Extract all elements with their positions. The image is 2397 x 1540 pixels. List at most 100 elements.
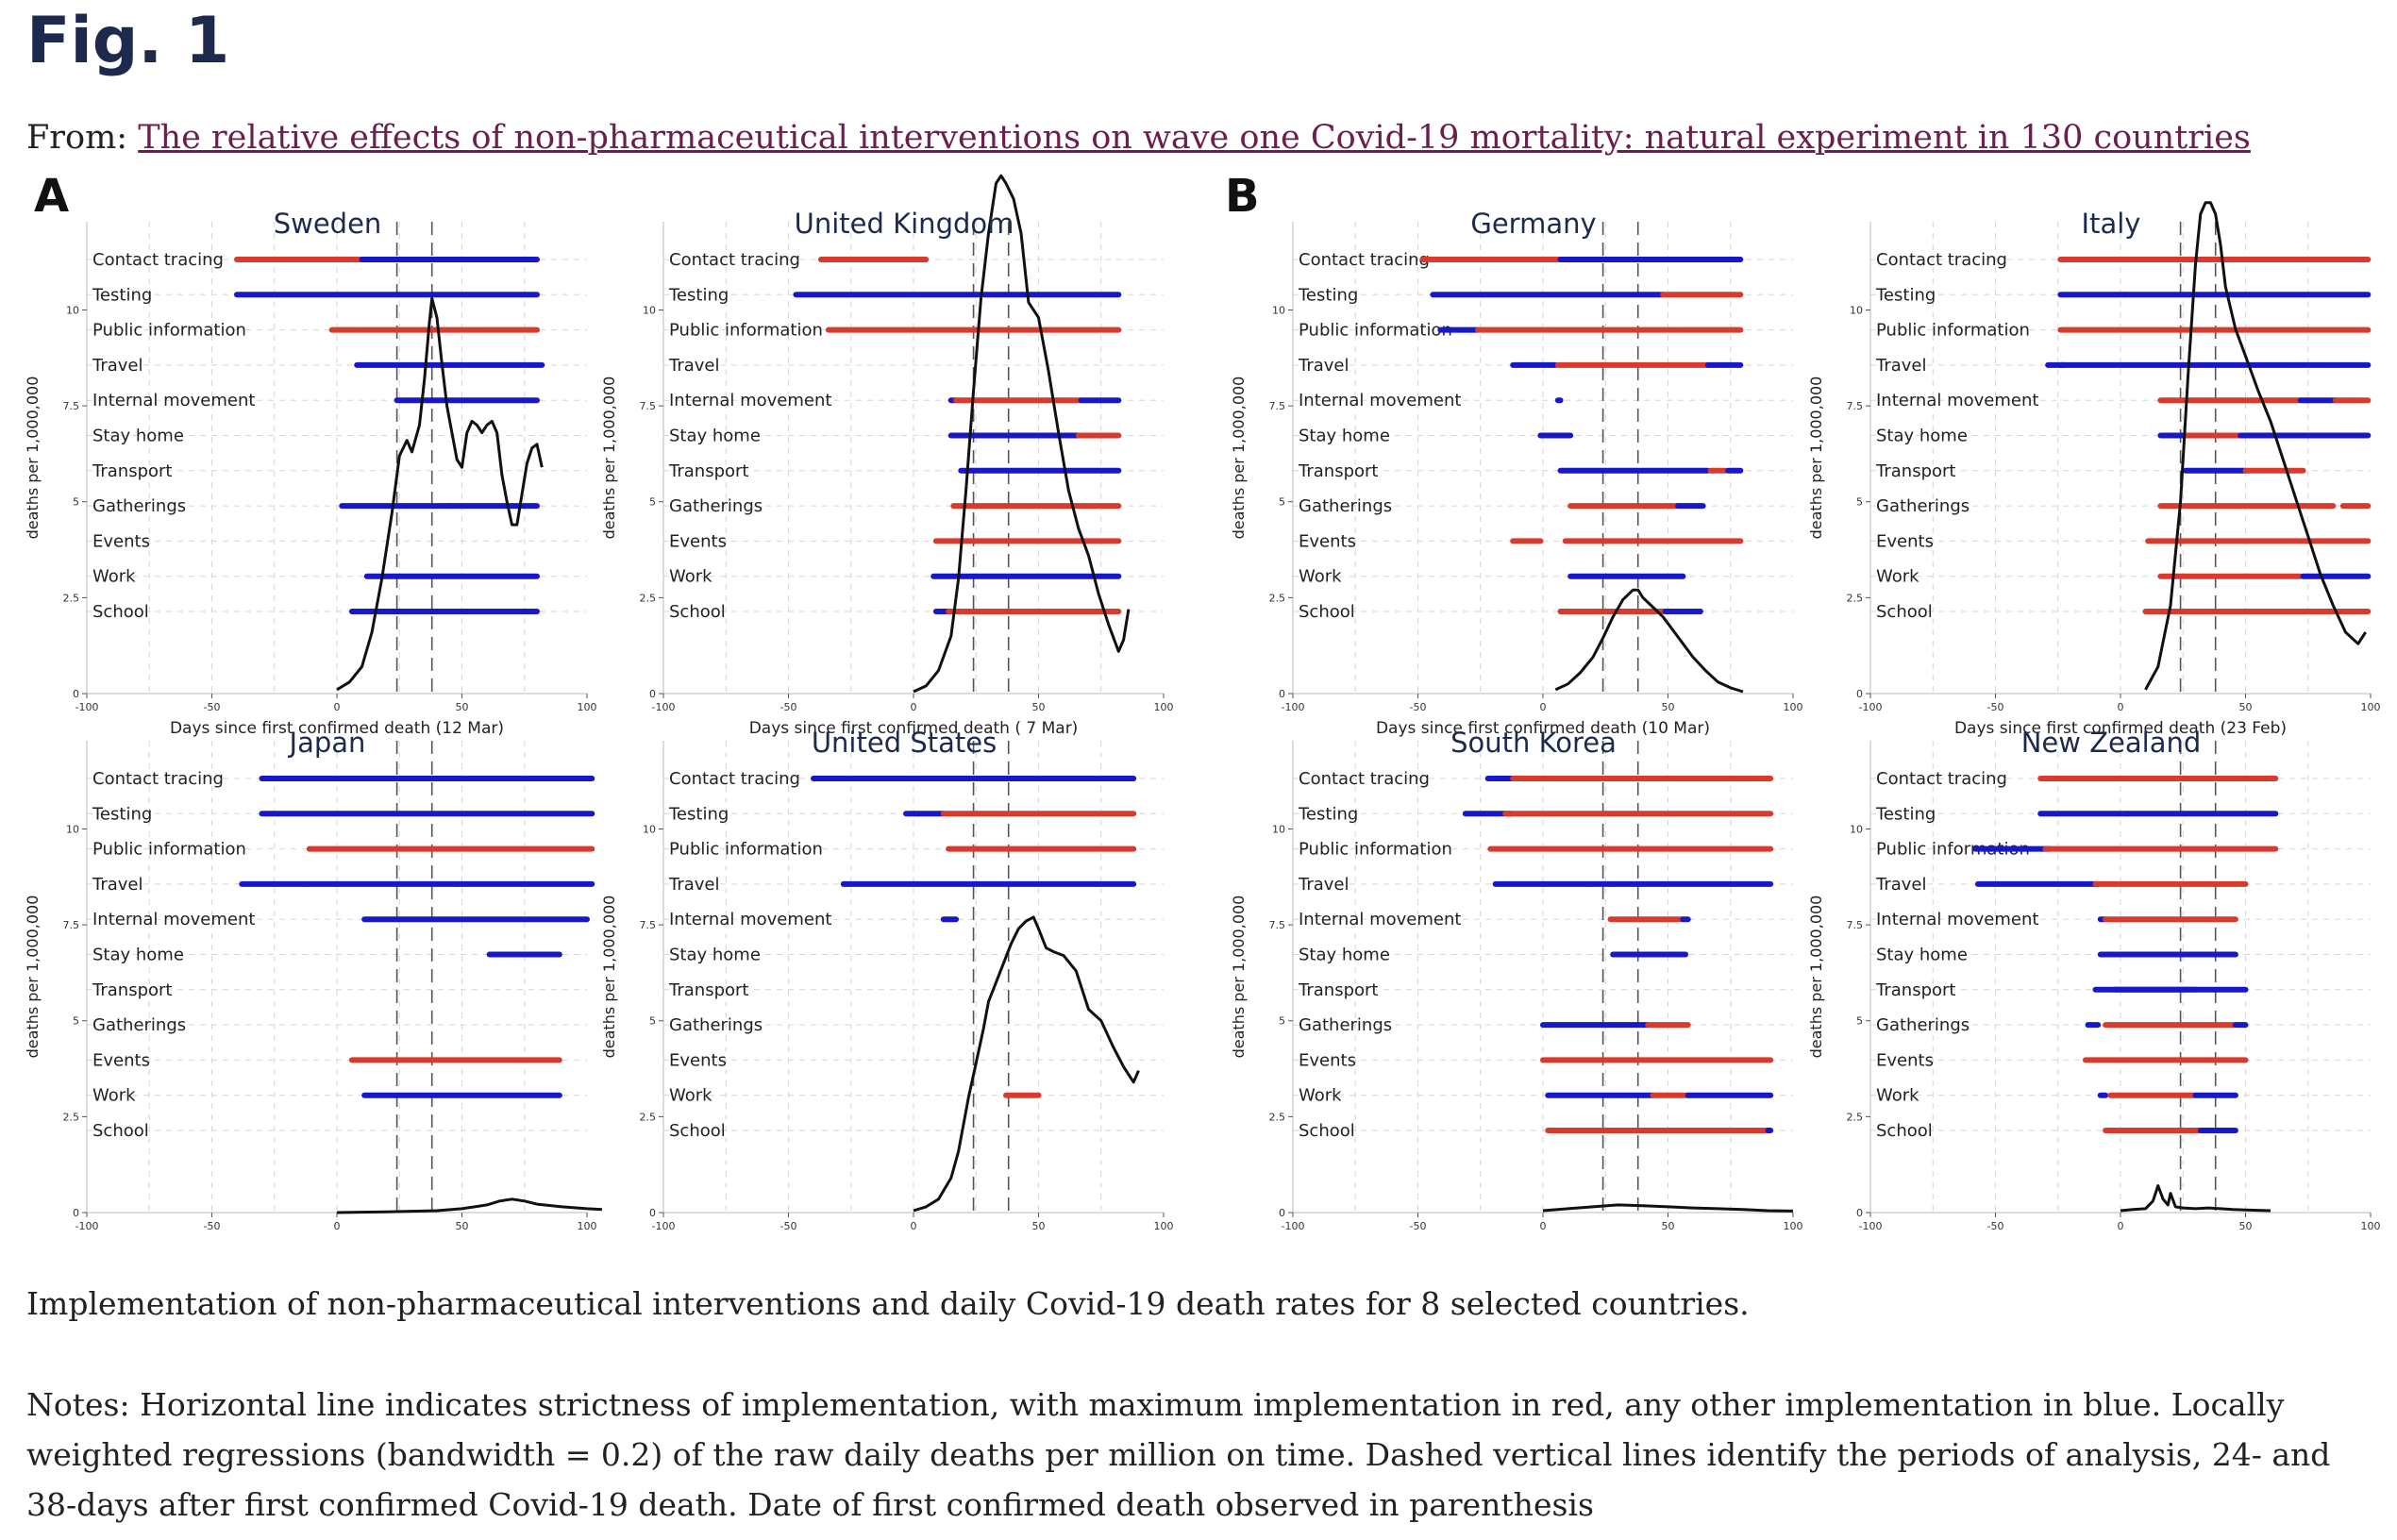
category-label-travel: Travel bbox=[92, 875, 143, 895]
category-label-public-information: Public information bbox=[92, 840, 246, 860]
y-tick-label: 7.5 bbox=[63, 400, 80, 412]
category-label-travel: Travel bbox=[1875, 875, 1927, 895]
category-label-travel: Travel bbox=[1298, 875, 1349, 895]
figure-title: Fig. 1 bbox=[26, 4, 230, 78]
category-label-events: Events bbox=[1876, 1050, 1934, 1070]
x-tick-label: 0 bbox=[334, 1220, 341, 1232]
y-tick-label: 0 bbox=[73, 688, 79, 700]
category-label-internal-movement: Internal movement bbox=[92, 910, 255, 929]
x-tick-label: 0 bbox=[911, 1220, 917, 1232]
y-tick-label: 7.5 bbox=[1847, 919, 1864, 931]
category-label-public-information: Public information bbox=[92, 321, 246, 341]
y-tick-label: 10 bbox=[643, 304, 656, 316]
category-label-transport: Transport bbox=[668, 980, 748, 1000]
category-label-gatherings: Gatherings bbox=[669, 1015, 763, 1035]
y-tick-label: 5 bbox=[1279, 1015, 1285, 1028]
x-tick-label: 100 bbox=[1784, 1220, 1803, 1232]
y-tick-label: 2.5 bbox=[63, 1111, 80, 1123]
category-label-public-information: Public information bbox=[1876, 840, 2030, 860]
category-label-internal-movement: Internal movement bbox=[1876, 391, 2038, 410]
panel-title: Sweden bbox=[274, 208, 382, 240]
y-tick-label: 5 bbox=[649, 496, 656, 509]
category-label-transport: Transport bbox=[1875, 461, 1955, 481]
x-tick-label: 0 bbox=[1540, 701, 1547, 713]
category-label-work: Work bbox=[92, 567, 136, 587]
panel-title: Italy bbox=[2082, 208, 2141, 240]
x-tick-label: -100 bbox=[1282, 701, 1305, 713]
x-tick-label: -50 bbox=[1987, 1220, 2004, 1232]
x-axis-label: Days since first confirmed death (23 Feb… bbox=[1954, 719, 2287, 738]
y-tick-label: 0 bbox=[1279, 688, 1285, 700]
panel-title: South Korea bbox=[1450, 727, 1617, 759]
y-tick-label: 7.5 bbox=[1269, 400, 1286, 412]
y-tick-label: 0 bbox=[649, 688, 656, 700]
y-tick-label: 10 bbox=[66, 304, 79, 316]
figure-notes: Notes: Horizontal line indicates strictn… bbox=[26, 1386, 2331, 1523]
category-label-transport: Transport bbox=[668, 461, 748, 481]
panel-title: New Zealand bbox=[2021, 727, 2202, 759]
x-tick-label: 50 bbox=[1662, 1220, 1675, 1232]
x-tick-label: 100 bbox=[1784, 701, 1803, 713]
x-tick-label: 100 bbox=[1154, 1220, 1174, 1232]
source-article-link[interactable]: The relative effects of non-pharmaceutic… bbox=[138, 119, 2251, 157]
x-tick-label: 100 bbox=[2361, 1220, 2381, 1232]
category-label-internal-movement: Internal movement bbox=[669, 391, 831, 410]
category-label-transport: Transport bbox=[1298, 980, 1378, 1000]
x-tick-label: 100 bbox=[578, 1220, 597, 1232]
y-tick-label: 0 bbox=[649, 1207, 656, 1219]
y-tick-label: 0 bbox=[73, 1207, 79, 1219]
category-label-events: Events bbox=[669, 1050, 727, 1070]
x-tick-label: -50 bbox=[1410, 701, 1427, 713]
x-tick-label: -50 bbox=[1987, 701, 2004, 713]
category-label-transport: Transport bbox=[92, 980, 172, 1000]
category-label-contact-tracing: Contact tracing bbox=[92, 250, 224, 270]
category-label-stay-home: Stay home bbox=[92, 946, 184, 965]
from-prefix: From: bbox=[26, 119, 139, 157]
death-rate-curve bbox=[2144, 201, 2367, 691]
y-tick-label: 2.5 bbox=[1269, 1111, 1286, 1123]
y-tick-label: 5 bbox=[1856, 496, 1863, 509]
category-label-public-information: Public information bbox=[1876, 321, 2030, 341]
category-label-events: Events bbox=[92, 531, 150, 551]
category-label-stay-home: Stay home bbox=[1876, 427, 1968, 446]
y-tick-label: 5 bbox=[73, 1015, 79, 1028]
category-label-work: Work bbox=[669, 567, 712, 587]
x-tick-label: 50 bbox=[456, 1220, 469, 1232]
y-axis-label: deaths per 1,000,000 bbox=[1230, 896, 1248, 1059]
x-tick-label: 0 bbox=[911, 701, 917, 713]
category-label-public-information: Public information bbox=[1299, 840, 1452, 860]
y-tick-label: 10 bbox=[1272, 823, 1285, 835]
category-label-transport: Transport bbox=[1875, 980, 1955, 1000]
category-label-work: Work bbox=[1299, 567, 1342, 587]
category-label-transport: Transport bbox=[92, 461, 172, 481]
section-label-b: B bbox=[1225, 170, 1260, 223]
category-label-internal-movement: Internal movement bbox=[1876, 910, 2038, 929]
y-axis-label: deaths per 1,000,000 bbox=[24, 377, 42, 540]
x-tick-label: -100 bbox=[1859, 1220, 1883, 1232]
y-tick-label: 2.5 bbox=[1269, 592, 1286, 604]
category-label-stay-home: Stay home bbox=[1876, 946, 1968, 965]
category-label-internal-movement: Internal movement bbox=[1299, 910, 1461, 929]
x-tick-label: 50 bbox=[456, 701, 469, 713]
y-tick-label: 7.5 bbox=[1269, 919, 1286, 931]
category-label-internal-movement: Internal movement bbox=[1299, 391, 1461, 410]
category-label-work: Work bbox=[1876, 567, 1919, 587]
category-label-gatherings: Gatherings bbox=[1299, 1015, 1392, 1035]
category-label-testing: Testing bbox=[92, 285, 152, 305]
y-axis-label: deaths per 1,000,000 bbox=[24, 896, 42, 1059]
y-tick-label: 0 bbox=[1856, 688, 1863, 700]
y-tick-label: 5 bbox=[1856, 1015, 1863, 1028]
x-tick-label: 50 bbox=[1662, 701, 1675, 713]
y-axis-label: deaths per 1,000,000 bbox=[600, 896, 618, 1059]
category-label-work: Work bbox=[92, 1086, 136, 1106]
y-tick-label: 2.5 bbox=[640, 1111, 657, 1123]
category-label-testing: Testing bbox=[92, 804, 152, 824]
death-rate-curve bbox=[1542, 1203, 1794, 1213]
death-rate-curve bbox=[913, 174, 1131, 694]
category-label-travel: Travel bbox=[1298, 356, 1349, 376]
x-tick-label: 0 bbox=[334, 701, 341, 713]
